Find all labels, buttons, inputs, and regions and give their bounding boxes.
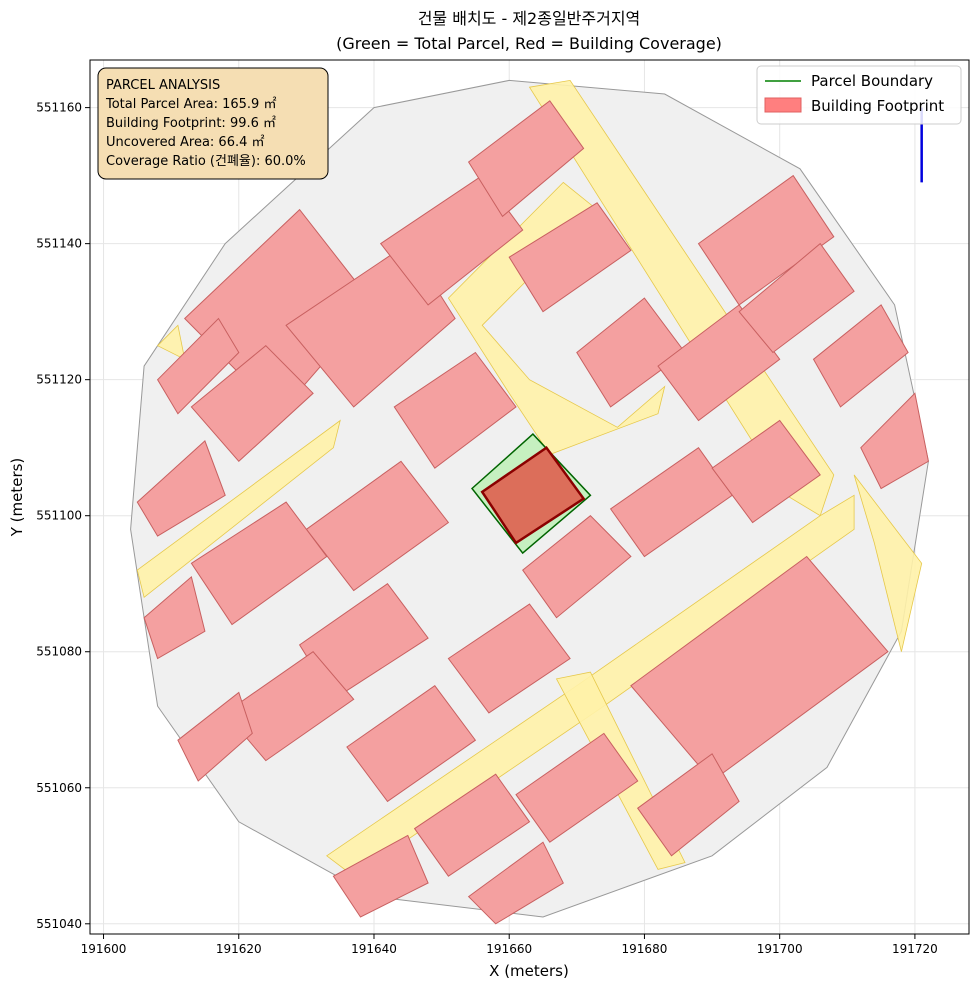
y-tick-label: 551080 [36,645,82,659]
legend-building-footprint-swatch [764,97,802,113]
road-polygon [447,181,666,455]
building-footprint [156,317,240,415]
legend: Parcel Boundary Building Footprint [756,65,962,125]
building-footprint [657,304,781,422]
y-tick-label: 551140 [36,237,82,251]
building-footprint [190,345,314,463]
x-tick-label: 191720 [892,942,938,956]
building-footprint [447,603,571,714]
building-footprint [190,501,328,626]
building-footprint [224,651,355,762]
chart-title-line2: (Green = Total Parcel, Red = Building Co… [336,34,722,53]
y-axis-ticks: 551040 551060 551080 551100 551120 551140 5511… [36,101,90,931]
road-polygon [156,324,186,361]
subject-parcel-layer [470,433,592,555]
building-footprint [522,515,632,619]
legend-parcel-boundary-label: Parcel Boundary [811,72,933,90]
chart-title-line1: 건물 배치도 - 제2종일반주거지역 [418,9,641,28]
building-footprint [711,419,821,524]
parcel-analysis-box: PARCEL ANALYSIS Total Parcel Area: 165.9… [97,67,329,180]
road-polygon [528,79,835,517]
building-footprint [508,202,632,313]
info-line-footprint: Building Footprint: 99.6 ㎡ [106,116,276,131]
building-footprint [697,174,835,306]
x-tick-label: 191700 [757,942,803,956]
x-tick-label: 191660 [486,942,532,956]
y-tick-label: 551120 [36,373,82,387]
building-footprint [332,834,429,918]
x-tick-label: 191680 [622,942,668,956]
x-axis-ticks: 191600 191620 191640 191660 191680 191700 1917… [81,934,938,956]
info-box-background [97,67,329,180]
y-tick-label: 551060 [36,781,82,795]
buildings-layer [136,100,929,925]
x-tick-label: 191620 [216,942,262,956]
info-line-total-area: Total Parcel Area: 165.9 ㎡ [105,97,276,112]
building-footprint [515,732,639,843]
info-line-heading: PARCEL ANALYSIS [106,78,220,93]
info-line-coverage: Coverage Ratio (건폐율): 60.0% [106,154,306,169]
building-footprint [467,100,585,218]
x-axis-label: X (meters) [489,962,569,980]
road-polygon [853,474,923,652]
building-footprint [393,351,517,469]
building-footprint [305,460,450,592]
y-tick-label: 551160 [36,101,82,115]
legend-background [756,65,962,125]
building-footprint [379,174,524,306]
building-footprint [136,440,226,537]
subject-building-footprint [480,445,586,545]
building-footprint [637,753,740,857]
building-footprint [346,685,477,803]
building-footprint [860,392,929,490]
x-tick-label: 191640 [351,942,397,956]
y-tick-label: 551100 [36,509,82,523]
building-footprint [812,304,909,408]
y-tick-label: 551040 [36,917,82,931]
road-polygon [136,419,341,598]
building-footprint [413,773,531,877]
building-footprint [630,555,889,782]
building-footprint [467,841,564,925]
x-tick-label: 191600 [81,942,127,956]
info-line-uncovered: Uncovered Area: 66.4 ㎡ [106,135,265,150]
building-footprint [738,242,855,354]
building-footprint [177,691,253,782]
y-axis-label: Y (meters) [8,458,26,538]
legend-building-footprint-label: Building Footprint [811,97,944,115]
plot-frame [89,59,970,935]
building-footprint [143,575,206,660]
